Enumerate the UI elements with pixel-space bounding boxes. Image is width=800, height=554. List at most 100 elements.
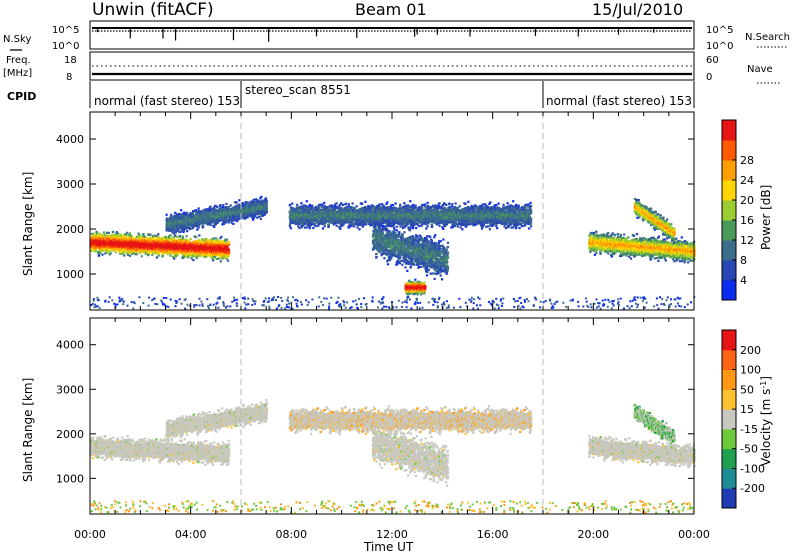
echo-cell [164,237,168,240]
echo-cell [185,252,188,255]
echo-cell [119,252,122,255]
echo-cell [310,223,313,226]
echo-cell [227,254,230,257]
echo-cell [260,195,263,198]
echo-cell [172,232,175,235]
echo-cell [179,235,182,238]
echo-cell [125,249,128,252]
echo-cell [252,198,255,202]
echo-cell [106,236,109,239]
echo-cell [127,236,130,240]
echo-cell [98,232,101,235]
echo-cell [165,251,168,254]
echo-cell [185,235,188,238]
echo-cell [109,236,112,239]
echo-cell [181,241,184,244]
date-label: 15/Jul/2010 [592,0,683,19]
echo-cell [98,237,101,240]
echo-cell [175,247,178,250]
echo-cell [298,227,301,230]
echo-cell [165,213,168,216]
echo-cell [118,235,121,238]
echo-cell [170,237,173,240]
echo-cell [206,255,209,258]
echo-cell [161,254,164,258]
echo-cell [106,251,109,254]
echo-cell [120,248,123,251]
echo-cell [126,246,129,249]
echo-cell [111,235,114,238]
echo-cell [215,257,218,260]
echo-cell [185,211,188,214]
echo-cell [95,230,98,233]
echo-cell [97,235,100,238]
echo-cell [149,240,152,243]
echo-cell [265,199,268,202]
echo-cell [187,240,190,243]
echo-cell [139,243,142,246]
echo-cell [209,223,212,227]
echo-cell [205,240,208,243]
echo-cell [182,255,185,258]
echo-cell [119,233,122,236]
echo-cell [187,256,190,259]
echo-cell [155,256,158,259]
cpid-label: CPID [7,90,36,103]
freq-tick-bottom: 8 [66,72,72,83]
echo-cell [90,243,93,246]
echo-cell [104,233,107,236]
echo-cell [172,236,175,239]
echo-cell [176,236,179,239]
echo-cell [232,222,235,225]
echo-cell [179,237,182,240]
echo-cell [115,231,118,234]
echo-cell [173,243,176,246]
echo-cell [265,210,268,214]
echo-cell [151,247,154,251]
echo-cell [123,254,126,257]
echo-cell [148,238,152,241]
echo-cell [296,203,299,206]
echo-cell [99,246,102,249]
echo-cell [305,226,308,229]
echo-cell [200,249,203,252]
echo-cell [169,254,172,257]
echo-cell [219,260,222,263]
echo-cell [220,235,223,239]
echo-cell [177,238,180,242]
echo-cell [183,253,186,256]
echo-cell [127,234,131,237]
echo-cell [185,254,188,257]
nsky-label: N.Sky [3,34,31,45]
echo-cell [188,242,191,245]
echo-cell [202,225,205,229]
echo-cell [97,253,100,256]
echo-cell [172,256,175,259]
echo-cell [311,204,314,207]
echo-cell [138,235,142,238]
echo-cell [155,234,158,237]
echo-cell [228,243,231,246]
echo-cell [115,246,118,249]
echo-cell [203,239,206,242]
echo-cell [141,248,144,251]
cpid-segment-2: stereo_scan 8551 [245,83,351,97]
echo-cell [118,237,121,240]
echo-cell [192,259,195,262]
echo-cell [204,255,207,258]
cpid-row: CPID normal (fast stereo) 153 stereo_sca… [7,81,695,108]
echo-cell [157,236,160,239]
echo-cell [225,202,228,205]
echo-cell [117,245,120,248]
echo-cell [158,237,161,240]
echo-cell [189,227,192,230]
echo-cell [92,235,95,238]
echo-cell [202,239,205,242]
echo-cell [122,252,125,255]
echo-cell [177,242,180,245]
echo-cell [173,214,176,217]
echo-cell [225,238,228,241]
echo-cell [106,239,109,242]
echo-cell [127,240,130,243]
